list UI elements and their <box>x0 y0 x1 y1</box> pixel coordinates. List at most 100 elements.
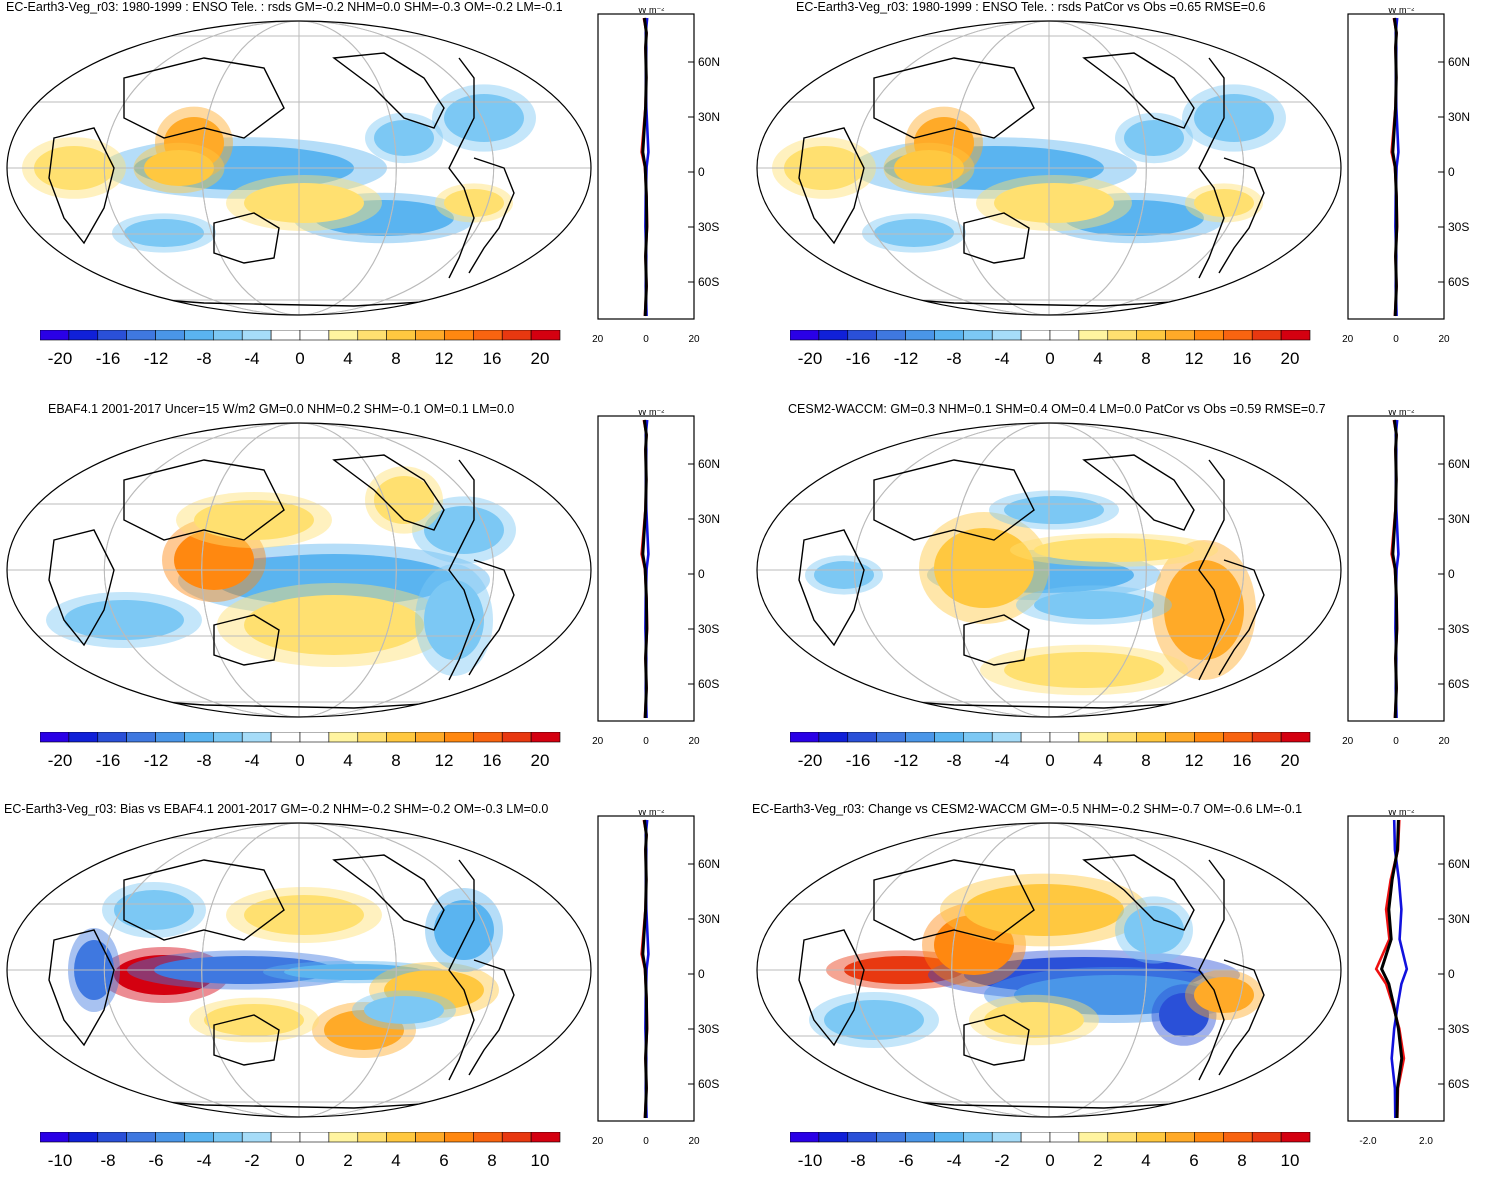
colorbar-swatch <box>1078 330 1109 341</box>
colorbar: -20 -16 -12 -8 -4 0 4 8 12 16 20 <box>790 330 1311 368</box>
coastline <box>1198 859 1225 1081</box>
zonal-axes: 60N 30N 0 30S 60S -20 0 20 W m⁻² <box>1339 407 1470 747</box>
colorbar-swatch <box>1078 1132 1109 1143</box>
anomaly-field <box>757 823 1341 1117</box>
zonal-line-black <box>1391 419 1399 719</box>
colorbar-swatch <box>1223 1132 1253 1143</box>
coastline <box>48 127 115 245</box>
lat-label: 30S <box>1448 622 1469 636</box>
x-tick-label: 20 <box>688 1136 700 1147</box>
panel-change: EC-Earth3-Veg_r03: Change vs CESM2-WACCM… <box>750 802 1493 1194</box>
lat-label: 0 <box>698 567 705 581</box>
map-border <box>756 422 1342 718</box>
colorbar-swatch <box>790 732 820 743</box>
colorbar-label: -12 <box>894 349 919 368</box>
anomaly-field <box>757 21 1341 315</box>
colorbar-swatch <box>270 1132 301 1143</box>
x-tick-label: 0 <box>643 736 649 747</box>
lat-label: 30N <box>698 110 720 124</box>
colorbar-swatch <box>241 330 272 341</box>
anomaly-blob <box>364 996 444 1024</box>
anomaly-blob <box>1034 591 1154 619</box>
zonal-mean-plot: 60N 30N 0 30S 60S -20 0 20 W m⁻² <box>589 5 742 353</box>
unit-label: W m⁻² <box>638 8 664 15</box>
colorbar-swatch <box>1194 732 1224 743</box>
anomaly-blob <box>214 554 454 606</box>
colorbar-label: -8 <box>196 751 211 770</box>
x-tick-label: 20 <box>688 334 700 345</box>
coastline <box>468 959 515 1076</box>
zonal-frame <box>1347 415 1445 722</box>
anomaly-blob <box>1164 560 1244 660</box>
colorbar-swatch <box>444 732 474 743</box>
anomaly-blob <box>244 183 364 223</box>
lat-label: 60N <box>698 857 720 871</box>
colorbar-swatch <box>357 732 387 743</box>
anomaly-blob <box>374 476 434 524</box>
coastline <box>332 52 445 129</box>
zonal-frame <box>597 815 695 1122</box>
colorbar-label: -12 <box>894 751 919 770</box>
longitude-line <box>951 21 1147 315</box>
anomaly-blob <box>444 189 504 217</box>
coastline <box>1198 459 1225 681</box>
zonal-axes: 60N 30N 0 30S 60S -20 0 20 W m⁻² <box>589 407 720 747</box>
colorbar-label: 20 <box>1281 349 1300 368</box>
map-border <box>6 422 592 718</box>
panel-title: EC-Earth3-Veg_r03: 1980-1999 : ENSO Tele… <box>796 0 1266 14</box>
colorbar-swatch <box>847 330 877 341</box>
colorbar-swatch <box>1020 1132 1051 1143</box>
colorbar-label: 12 <box>435 751 454 770</box>
colorbar-swatch <box>386 1132 416 1143</box>
colorbar-swatch <box>299 732 330 743</box>
x-tick-label: 20 <box>688 736 700 747</box>
map-border <box>756 20 1342 316</box>
colorbar-swatch <box>1251 330 1282 341</box>
zonal-line-black <box>1379 819 1404 1119</box>
zonal-axes: 60N 30N 0 30S 60S -20 0 20 W m⁻² <box>589 5 720 345</box>
coastline <box>1082 854 1195 931</box>
colorbar-swatch <box>241 732 272 743</box>
anomaly-blob <box>194 500 314 540</box>
lat-label: 60S <box>698 677 719 691</box>
colorbar: -20 -16 -12 -8 -4 0 4 8 12 16 20 <box>790 732 1311 770</box>
colorbar-swatch <box>473 732 503 743</box>
colorbar-swatch <box>530 330 561 341</box>
colorbar-swatch <box>1107 1132 1137 1143</box>
colorbar-label: 10 <box>1281 1151 1300 1170</box>
anomaly-blob <box>424 580 484 660</box>
colorbar-swatch <box>1136 1132 1166 1143</box>
colorbar-label: 4 <box>391 1151 400 1170</box>
colorbar-swatch <box>876 732 906 743</box>
longitude-line <box>853 21 1245 315</box>
colorbar-swatch <box>473 1132 503 1143</box>
coastline <box>448 57 475 279</box>
colorbar-swatch <box>299 330 330 341</box>
anomaly-blob <box>424 506 504 554</box>
colorbar-label: 16 <box>483 349 502 368</box>
lat-label: 30S <box>698 220 719 234</box>
colorbar-swatch <box>97 1132 127 1143</box>
colorbar-swatch <box>501 732 532 743</box>
colorbar-swatch <box>1136 330 1166 341</box>
coastline <box>798 529 865 647</box>
anomaly-blob <box>244 595 424 655</box>
coastline <box>1198 57 1225 279</box>
colorbar-label: 8 <box>1141 751 1150 770</box>
lat-label: 0 <box>698 165 705 179</box>
anomaly-blob <box>874 219 954 247</box>
colorbar-swatch <box>97 732 127 743</box>
colorbar-swatch <box>963 1132 993 1143</box>
x-tick-label: 2.0 <box>1419 1136 1433 1147</box>
colorbar-swatch <box>68 732 99 743</box>
colorbar-swatch <box>184 330 214 341</box>
x-tick-label: 0 <box>1393 736 1399 747</box>
colorbar-swatch <box>991 732 1022 743</box>
anomaly-blob <box>284 964 424 980</box>
colorbar-label: -20 <box>798 751 823 770</box>
colorbar-label: 0 <box>1045 349 1054 368</box>
unit-label: W m⁻² <box>638 410 664 417</box>
panel-title: EC-Earth3-Veg_r03: Change vs CESM2-WACCM… <box>752 802 1303 816</box>
zonal-frame <box>1347 13 1445 320</box>
anomaly-blob <box>1194 94 1274 142</box>
